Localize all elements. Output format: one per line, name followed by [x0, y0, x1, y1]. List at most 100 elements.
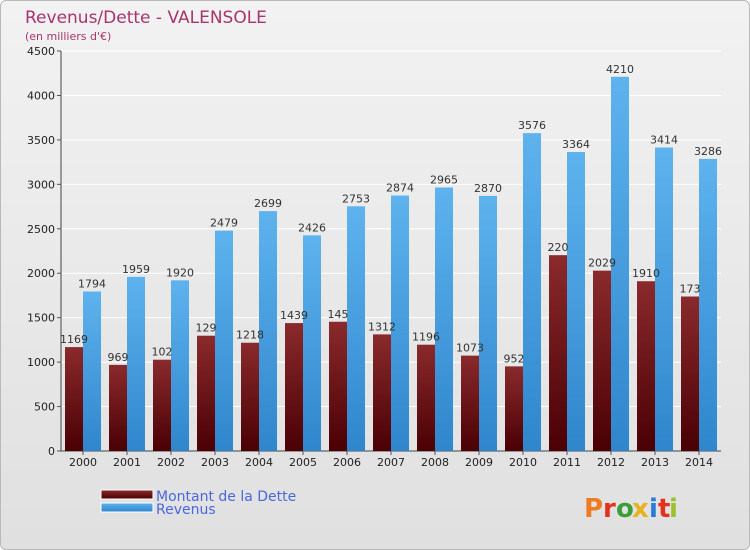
data-label: 2965: [430, 173, 458, 186]
data-label: 3364: [562, 138, 590, 151]
bar-revenus: [347, 206, 365, 451]
x-tick-label: 2009: [465, 456, 493, 469]
x-tick-label: 2013: [641, 456, 669, 469]
chart-title: Revenus/Dette - VALENSOLE: [25, 8, 267, 28]
bar-dette: [109, 364, 127, 451]
data-label: 129: [196, 322, 217, 335]
bar-revenus: [567, 151, 585, 451]
legend-swatch: [100, 502, 154, 513]
bar-revenus: [655, 147, 673, 452]
data-label: 102: [152, 346, 173, 359]
bar-dette: [637, 281, 655, 451]
x-tick-label: 2004: [245, 456, 273, 469]
bar-revenus: [127, 276, 145, 451]
y-tick-label: 1500: [27, 312, 55, 325]
legend-swatch: [100, 489, 154, 500]
bar-revenus: [303, 235, 321, 451]
logo-letter: x: [632, 494, 649, 524]
data-label: 3414: [650, 134, 678, 147]
bar-revenus: [611, 76, 629, 452]
y-tick-label: 3000: [27, 178, 55, 191]
logo-letter: o: [616, 494, 634, 524]
data-label: 969: [108, 351, 129, 364]
x-tick-label: 2012: [597, 456, 625, 469]
bar-dette: [65, 347, 83, 451]
data-label: 3286: [694, 145, 722, 158]
x-tick-label: 2008: [421, 456, 449, 469]
data-label: 3576: [518, 119, 546, 132]
data-label: 1959: [122, 263, 150, 276]
data-label: 2874: [386, 182, 414, 195]
chart-subtitle: (en milliers d'€): [25, 30, 111, 43]
bar-dette: [329, 321, 347, 451]
bar-dette: [461, 355, 479, 451]
bar-revenus: [479, 195, 497, 451]
data-label: 1794: [78, 278, 106, 291]
bar-revenus: [699, 158, 717, 451]
y-tick-label: 0: [48, 445, 55, 458]
bar-dette: [417, 344, 435, 451]
x-tick-label: 2007: [377, 456, 405, 469]
logo-letter: t: [658, 494, 670, 524]
bar-revenus: [259, 211, 277, 451]
data-label: 952: [504, 352, 525, 365]
x-tick-label: 2006: [333, 456, 361, 469]
data-label: 1218: [236, 329, 264, 342]
y-tick-labels: 0 500 1000 1500 2000 2500 3000 3500 4000 4500: [27, 45, 55, 458]
logo-letter: i: [669, 494, 678, 524]
data-label: 173: [680, 283, 701, 296]
data-labels: 1169 1794 969 1959 102 1920 129 2479 1218 2699 143…: [60, 63, 722, 366]
x-tick-label: 2011: [553, 456, 581, 469]
data-label: 1169: [60, 333, 88, 346]
data-label: 2479: [210, 217, 238, 230]
logo-letter: i: [649, 494, 658, 524]
y-tick-label: 1000: [27, 356, 55, 369]
bar-dette: [373, 334, 391, 451]
bar-revenus: [171, 280, 189, 451]
data-label: 1910: [632, 267, 660, 280]
bar-dette: [681, 296, 699, 451]
y-tick-label: 3500: [27, 134, 55, 147]
bar-revenus: [391, 195, 409, 451]
x-tick-label: 2014: [685, 456, 713, 469]
data-label: 2870: [474, 182, 502, 195]
x-tick-label: 2002: [157, 456, 185, 469]
data-label: 2426: [298, 221, 326, 234]
x-tick-label: 2003: [201, 456, 229, 469]
x-tick-label: 2000: [69, 456, 97, 469]
data-label: 2699: [254, 197, 282, 210]
data-label: 1196: [412, 331, 440, 344]
x-tick-label: 2001: [113, 456, 141, 469]
bar-revenus: [435, 187, 453, 451]
bar-dette: [285, 323, 303, 451]
x-tick-labels: 2000 2001 2002 2003 2004 2005 2006 2007 2008 2009…: [69, 456, 713, 469]
y-tick-label: 2000: [27, 267, 55, 280]
y-tick-label: 500: [34, 401, 55, 414]
y-tick-label: 2500: [27, 223, 55, 236]
logo-letter: r: [603, 494, 616, 524]
bar-dette: [153, 359, 171, 451]
data-label: 1920: [166, 266, 194, 279]
x-tick-label: 2005: [289, 456, 317, 469]
y-tick-label: 4000: [27, 89, 55, 102]
bar-dette: [593, 270, 611, 451]
data-label: 1312: [368, 320, 396, 333]
bar-revenus: [523, 133, 541, 451]
data-label: 1439: [280, 309, 308, 322]
bar-revenus: [83, 291, 101, 451]
legend-label: Montant de la Dette: [156, 489, 296, 505]
data-label: 1073: [456, 342, 484, 355]
legend-label: Revenus: [156, 502, 216, 518]
bar-dette: [197, 335, 215, 451]
y-tick-label: 4500: [27, 45, 55, 58]
bar-revenus: [215, 230, 233, 451]
bars: [65, 76, 717, 452]
data-label: 220: [548, 241, 569, 254]
logo-letter: P: [584, 494, 603, 524]
x-tick-label: 2010: [509, 456, 537, 469]
bar-dette: [549, 255, 567, 451]
